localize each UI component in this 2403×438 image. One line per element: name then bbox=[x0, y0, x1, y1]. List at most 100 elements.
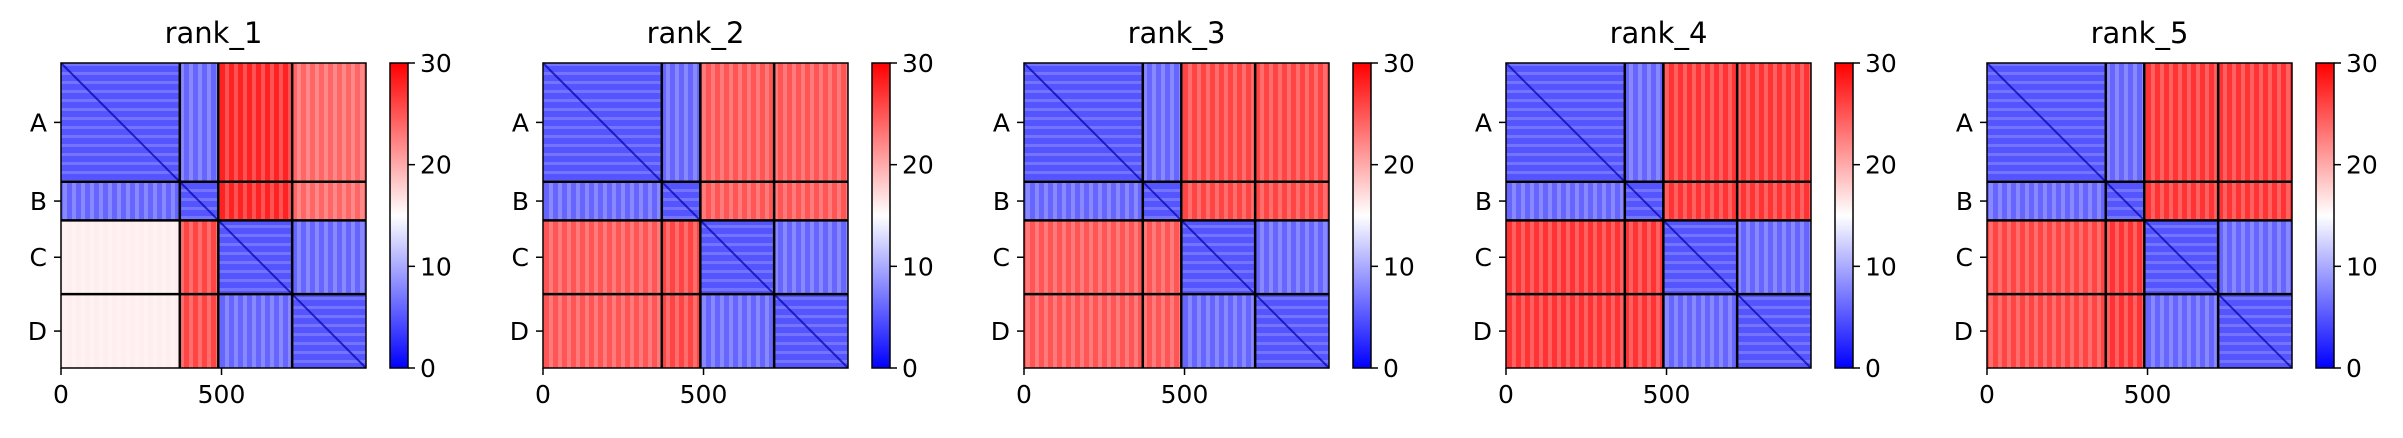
axes-frame-2 bbox=[542, 62, 849, 369]
colorbar-tick-label-30: 30 bbox=[902, 49, 934, 78]
heatmap-texture-r4-c1 bbox=[543, 294, 662, 368]
y-tick-label-A: A bbox=[30, 108, 47, 137]
y-tick-label-D: D bbox=[991, 317, 1010, 346]
axes-frame-5 bbox=[1986, 62, 2293, 369]
y-tick-label-A: A bbox=[1956, 108, 1973, 137]
y-tick-label-D: D bbox=[510, 317, 529, 346]
heatmap-texture-r2-c1 bbox=[61, 181, 180, 221]
heatmap-texture-r3-c4 bbox=[1737, 220, 1811, 295]
heatmap-texture-r2-c4 bbox=[774, 181, 848, 221]
heatmap-texture-r4-c3 bbox=[2144, 294, 2219, 368]
heatmap-texture-r3-c1 bbox=[1506, 220, 1625, 295]
heatmap-texture-r2-c1 bbox=[1987, 181, 2106, 221]
heatmap-texture-r2-c4 bbox=[292, 181, 366, 221]
y-tick-label-B: B bbox=[993, 187, 1010, 216]
x-tick-label-2: 500 bbox=[1161, 380, 1209, 409]
heatmap-texture-r3-c2 bbox=[1624, 220, 1664, 295]
heatmap-diagonal-5 bbox=[1986, 62, 2293, 369]
y-tick-label-D: D bbox=[1954, 317, 1973, 346]
heatmap-texture-r4-c2 bbox=[179, 294, 219, 368]
colorbar-tick-label-0: 0 bbox=[1865, 354, 1881, 383]
heatmap-texture-r1-c3 bbox=[1663, 63, 1738, 182]
x-tick-label-2: 500 bbox=[680, 380, 728, 409]
heatmap-texture-r1-c2 bbox=[2105, 63, 2145, 182]
heatmap-texture-r4-c3 bbox=[1663, 294, 1738, 368]
colorbar-tick-label-0: 0 bbox=[1383, 354, 1399, 383]
colorbar-3 bbox=[1352, 62, 1372, 369]
heatmap-texture-r2-c4 bbox=[1737, 181, 1811, 221]
panel-title-5: rank_5 bbox=[2091, 16, 2189, 50]
y-tick-label-D: D bbox=[28, 317, 47, 346]
colorbar-2 bbox=[871, 62, 891, 369]
heatmap-texture-r1-c2 bbox=[179, 63, 219, 182]
heatmap-texture-r3-c4 bbox=[1255, 220, 1329, 295]
colorbar-tick-label-20: 20 bbox=[1865, 151, 1897, 180]
colorbar-tick-label-10: 10 bbox=[420, 252, 452, 281]
heatmap-texture-r1-c4 bbox=[1255, 63, 1329, 182]
y-tick-label-C: C bbox=[1956, 243, 1973, 272]
heatmap-texture-r4-c1 bbox=[1506, 294, 1625, 368]
colorbar-tick-label-20: 20 bbox=[1383, 151, 1415, 180]
colorbar-tick-label-30: 30 bbox=[1383, 49, 1415, 78]
heatmap-texture-r3-c4 bbox=[774, 220, 848, 295]
heatmap-texture-r3-c1 bbox=[1024, 220, 1143, 295]
heatmap-texture-r4-c2 bbox=[661, 294, 701, 368]
colorbar-tick-label-0: 0 bbox=[420, 354, 436, 383]
colorbar-tick-label-20: 20 bbox=[420, 151, 452, 180]
heatmap-texture-r1-c4 bbox=[2218, 63, 2292, 182]
heatmap-texture-r3-c1 bbox=[1987, 220, 2106, 295]
heatmap-texture-r2-c4 bbox=[1255, 181, 1329, 221]
colorbar-tick-label-10: 10 bbox=[1865, 252, 1897, 281]
panel-title-2: rank_2 bbox=[647, 16, 745, 50]
y-tick-label-C: C bbox=[512, 243, 529, 272]
y-tick-label-B: B bbox=[1956, 187, 1973, 216]
colorbar-tick-label-10: 10 bbox=[902, 252, 934, 281]
heatmap-panel-4: rank_4 A BC D 0 500 0 10 20 30 bbox=[1473, 16, 1897, 409]
heatmap-texture-r4-c3 bbox=[700, 294, 775, 368]
colorbar-tick-label-20: 20 bbox=[902, 151, 934, 180]
x-tick-label-1: 0 bbox=[1979, 380, 1995, 409]
heatmap-panel-2: rank_2 A BC D 0 500 0 10 20 30 bbox=[510, 16, 934, 409]
heatmap-texture-r3-c1 bbox=[61, 220, 180, 295]
heatmap-texture-r3-c4 bbox=[2218, 220, 2292, 295]
heatmap-texture-r1-c4 bbox=[1737, 63, 1811, 182]
heatmap-texture-r1-c3 bbox=[1181, 63, 1256, 182]
heatmap-texture-r1-c3 bbox=[218, 63, 293, 182]
y-tick-label-B: B bbox=[1475, 187, 1492, 216]
heatmap-texture-r4-c2 bbox=[2105, 294, 2145, 368]
heatmap-diagonal-3 bbox=[1023, 62, 1330, 369]
heatmap-texture-r1-c2 bbox=[1142, 63, 1182, 182]
heatmap-texture-r4-c3 bbox=[1181, 294, 1256, 368]
heatmap-diagonal-2 bbox=[542, 62, 849, 369]
colorbar-tick-label-0: 0 bbox=[902, 354, 918, 383]
y-tick-label-C: C bbox=[1475, 243, 1492, 272]
heatmap-texture-r4-c2 bbox=[1624, 294, 1664, 368]
y-tick-label-A: A bbox=[512, 108, 529, 137]
heatmap-diagonal-1 bbox=[60, 62, 367, 369]
colorbar-4 bbox=[1834, 62, 1854, 369]
heatmap-panel-3: rank_3 A BC D 0 500 0 10 20 30 bbox=[991, 16, 1415, 409]
heatmap-texture-r3-c2 bbox=[179, 220, 219, 295]
heatmap-texture-r2-c1 bbox=[543, 181, 662, 221]
heatmap-texture-r3-c1 bbox=[543, 220, 662, 295]
y-tick-label-C: C bbox=[30, 243, 47, 272]
heatmap-texture-r1-c2 bbox=[661, 63, 701, 182]
heatmap-texture-r2-c4 bbox=[2218, 181, 2292, 221]
heatmap-texture-r4-c1 bbox=[1024, 294, 1143, 368]
heatmap-texture-r3-c2 bbox=[2105, 220, 2145, 295]
y-tick-label-B: B bbox=[512, 187, 529, 216]
heatmap-texture-r3-c2 bbox=[661, 220, 701, 295]
heatmap-texture-r2-c3 bbox=[218, 181, 293, 221]
y-tick-label-A: A bbox=[993, 108, 1010, 137]
heatmap-texture-r4-c1 bbox=[61, 294, 180, 368]
y-tick-label-A: A bbox=[1475, 108, 1492, 137]
heatmap-texture-r2-c3 bbox=[2144, 181, 2219, 221]
heatmap-panel-1: rank_1 A BC D 0 500 0 10 20 30 bbox=[28, 16, 452, 409]
colorbar-1 bbox=[389, 62, 409, 369]
colorbar-tick-label-30: 30 bbox=[2346, 49, 2378, 78]
heatmap-texture-r3-c2 bbox=[1142, 220, 1182, 295]
heatmap-texture-r2-c3 bbox=[700, 181, 775, 221]
y-tick-label-C: C bbox=[993, 243, 1010, 272]
x-tick-label-2: 500 bbox=[2124, 380, 2172, 409]
